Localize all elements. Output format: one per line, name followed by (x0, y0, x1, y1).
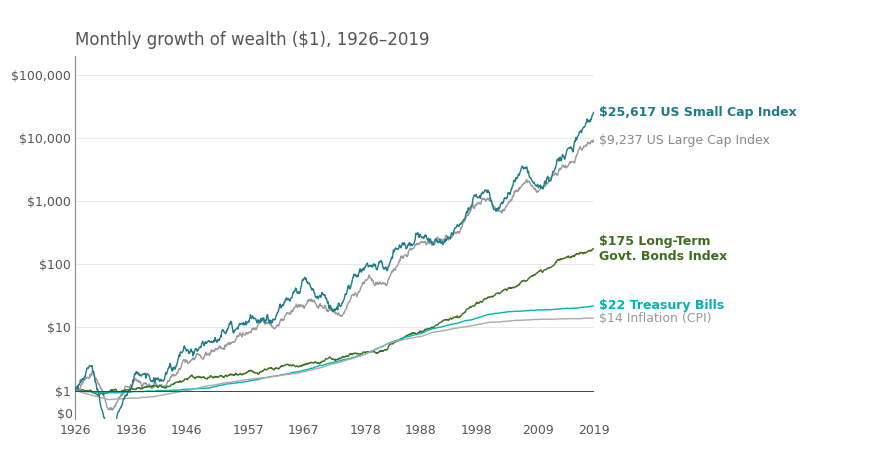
Text: $14 Inflation (CPI): $14 Inflation (CPI) (599, 312, 711, 325)
Text: $22 Treasury Bills: $22 Treasury Bills (599, 299, 724, 312)
Text: $25,617 US Small Cap Index: $25,617 US Small Cap Index (599, 106, 797, 119)
Text: $0: $0 (57, 408, 73, 421)
Text: $175 Long-Term
Govt. Bonds Index: $175 Long-Term Govt. Bonds Index (599, 235, 727, 263)
Text: Monthly growth of wealth ($1), 1926–2019: Monthly growth of wealth ($1), 1926–2019 (75, 31, 430, 49)
Text: $9,237 US Large Cap Index: $9,237 US Large Cap Index (599, 134, 770, 147)
